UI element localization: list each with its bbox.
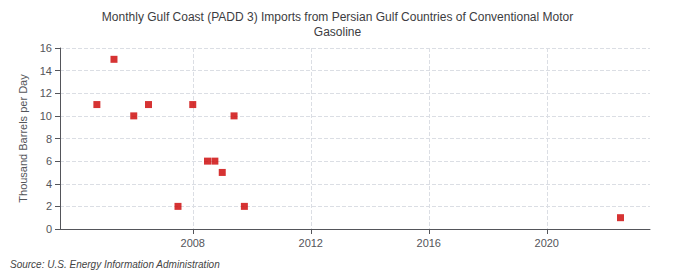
svg-text:2016: 2016 — [417, 237, 441, 249]
svg-text:Thousand Barrels per Day: Thousand Barrels per Day — [17, 74, 29, 203]
svg-text:2020: 2020 — [535, 237, 559, 249]
svg-text:8: 8 — [46, 133, 52, 145]
svg-text:2012: 2012 — [299, 237, 323, 249]
svg-text:12: 12 — [40, 87, 52, 99]
svg-text:Gasoline: Gasoline — [314, 25, 362, 39]
svg-text:16: 16 — [40, 42, 52, 54]
svg-text:Source: U.S. Energy Informatio: Source: U.S. Energy Information Administ… — [10, 259, 220, 270]
svg-text:10: 10 — [40, 110, 52, 122]
svg-text:2: 2 — [46, 200, 52, 212]
svg-text:Monthly Gulf Coast (PADD 3) Im: Monthly Gulf Coast (PADD 3) Imports from… — [102, 10, 573, 24]
svg-text:6: 6 — [46, 155, 52, 167]
svg-text:4: 4 — [46, 178, 52, 190]
svg-text:0: 0 — [46, 223, 52, 235]
svg-text:14: 14 — [40, 65, 52, 77]
svg-text:2008: 2008 — [181, 237, 205, 249]
